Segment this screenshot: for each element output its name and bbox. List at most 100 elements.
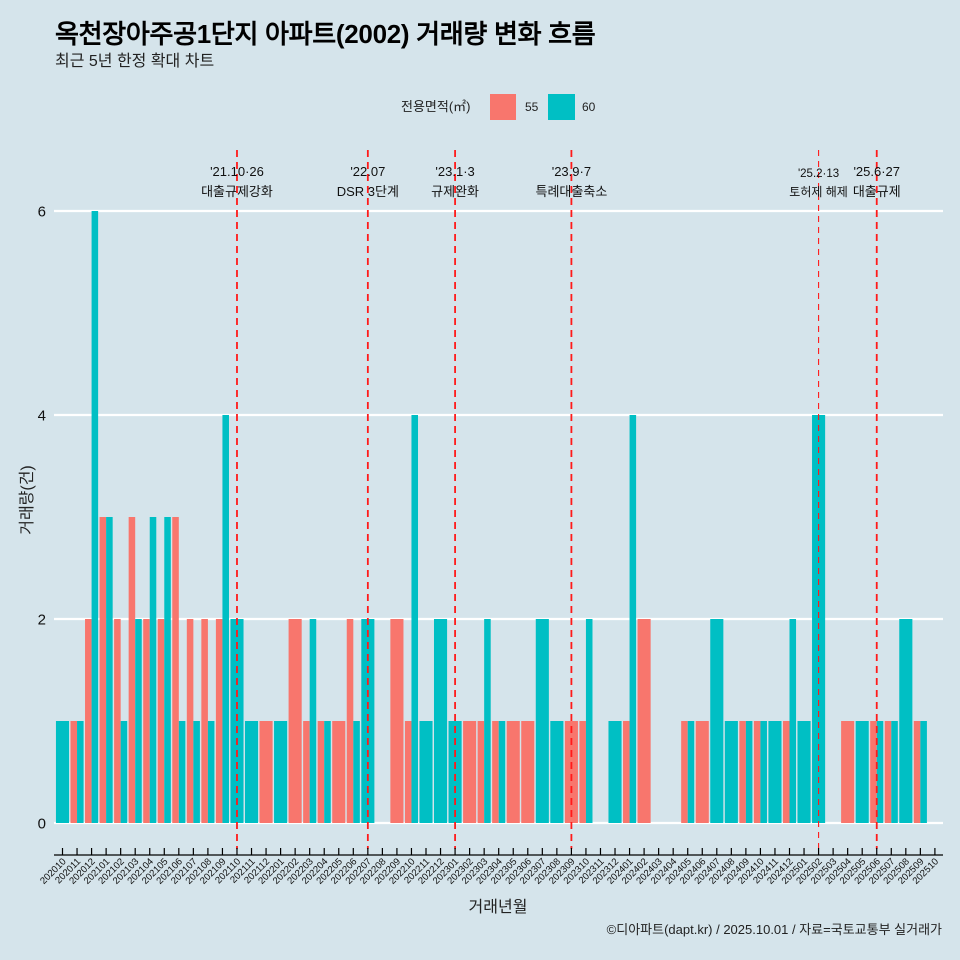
bar-55-202406 bbox=[695, 721, 709, 823]
bar-55-202112 bbox=[259, 721, 273, 823]
y-tick-label: 2 bbox=[38, 612, 46, 629]
bar-60-202502 bbox=[812, 415, 826, 823]
bar-60-202407 bbox=[710, 619, 724, 823]
legend-label-60: 60 bbox=[582, 100, 596, 114]
y-axis-title: 거래량(건) bbox=[19, 465, 36, 535]
legend-label-55: 55 bbox=[525, 100, 539, 114]
bar-55-202203 bbox=[303, 721, 310, 823]
bar-60-202102 bbox=[120, 721, 128, 823]
bar-55-202205 bbox=[332, 721, 346, 823]
bar-60-202506 bbox=[876, 721, 884, 823]
bar-60-202303 bbox=[484, 619, 491, 823]
bar-55-202012 bbox=[85, 619, 92, 823]
annotation-date: '25.6·27 bbox=[853, 164, 900, 179]
bar-60-202212 bbox=[433, 619, 448, 823]
bar-60-202411 bbox=[768, 721, 782, 823]
chart-title: 옥천장아주공1단지 아파트(2002) 거래량 변화 흐름 bbox=[55, 19, 596, 49]
bar-60-202507 bbox=[891, 721, 898, 823]
bar-55-202102 bbox=[114, 619, 121, 823]
bar-60-202410 bbox=[760, 721, 767, 823]
bar-55-202305 bbox=[506, 721, 520, 823]
x-axis-title: 거래년월 bbox=[468, 899, 528, 916]
bar-55-202210 bbox=[404, 721, 412, 823]
bar-55-202306 bbox=[521, 721, 535, 823]
bar-60-202206 bbox=[353, 721, 360, 823]
bar-60-202101 bbox=[106, 517, 113, 823]
bar-55-202405 bbox=[681, 721, 688, 823]
annotation-label: 대출규제강화 bbox=[201, 184, 273, 199]
bar-60-202012 bbox=[91, 211, 99, 823]
bar-60-202509 bbox=[920, 721, 927, 823]
bar-55-202509 bbox=[913, 721, 921, 823]
bar-60-202109 bbox=[222, 415, 229, 823]
bar-60-202201 bbox=[274, 721, 288, 823]
bar-55-202401 bbox=[623, 721, 630, 823]
bar-60-202103 bbox=[135, 619, 142, 823]
bar-55-202103 bbox=[128, 517, 136, 823]
bar-55-202011 bbox=[70, 721, 78, 823]
bar-55-202106 bbox=[172, 517, 179, 823]
annotation-date: '22.07 bbox=[350, 164, 385, 179]
annotation-label: 대출규제 bbox=[853, 184, 901, 199]
bar-60-202412 bbox=[789, 619, 797, 823]
legend-key-60 bbox=[548, 94, 575, 120]
bar-60-202308 bbox=[550, 721, 564, 823]
bar-60-202104 bbox=[149, 517, 157, 823]
bar-55-202412 bbox=[782, 721, 790, 823]
bars bbox=[55, 211, 927, 823]
bar-60-202405 bbox=[687, 721, 695, 823]
bar-55-202304 bbox=[492, 721, 499, 823]
annotation-label: DSR 3단계 bbox=[337, 184, 399, 199]
annotation-label: 규제완화 bbox=[431, 184, 479, 199]
annotation-date: '23.1·3 bbox=[435, 164, 474, 179]
bar-55-202105 bbox=[157, 619, 165, 823]
y-tick-label: 4 bbox=[38, 408, 46, 425]
bar-60-202508 bbox=[899, 619, 913, 823]
y-tick-label: 6 bbox=[38, 204, 46, 221]
chart-subtitle: 최근 5년 한정 확대 차트 bbox=[55, 53, 215, 70]
bar-55-202202 bbox=[288, 619, 302, 823]
annotation-date: '23.9·7 bbox=[552, 164, 591, 179]
bar-60-202312 bbox=[608, 721, 622, 823]
bar-55-202302 bbox=[463, 721, 477, 823]
bar-55-202101 bbox=[99, 517, 107, 823]
bar-60-202011 bbox=[77, 721, 84, 823]
annotations: '21.10·26 대출규제강화 '22.07 DSR 3단계 '23.1·3 규제완화 '… bbox=[201, 150, 901, 849]
source-caption: ©디아파트(dapt.kr) / 2025.10.01 / 자료=국토교통부 실… bbox=[606, 922, 942, 937]
bar-55-202104 bbox=[143, 619, 150, 823]
bar-55-202206 bbox=[346, 619, 354, 823]
bar-60-202501 bbox=[797, 721, 811, 823]
bar-60-202401 bbox=[629, 415, 637, 823]
bar-60-202106 bbox=[178, 721, 186, 823]
bar-60-202111 bbox=[244, 721, 259, 823]
bar-55-202204 bbox=[317, 721, 325, 823]
bar-55-202107 bbox=[186, 619, 194, 823]
bar-60-202409 bbox=[745, 721, 753, 823]
bar-60-202203 bbox=[309, 619, 317, 823]
bar-55-202303 bbox=[477, 721, 485, 823]
bar-60-202210 bbox=[411, 415, 419, 823]
bar-60-202301 bbox=[448, 721, 462, 823]
bar-60-202211 bbox=[419, 721, 433, 823]
bar-60-202307 bbox=[535, 619, 549, 823]
bar-55-202402 bbox=[637, 619, 651, 823]
bar-60-202010 bbox=[55, 721, 70, 823]
bar-60-202204 bbox=[324, 721, 331, 823]
bar-60-202107 bbox=[193, 721, 200, 823]
annotation-date: '21.10·26 bbox=[210, 164, 264, 179]
bar-55-202507 bbox=[884, 721, 892, 823]
bar-60-202408 bbox=[724, 721, 738, 823]
annotation-date: '25.2·13 bbox=[798, 168, 839, 180]
bar-55-202504 bbox=[841, 721, 855, 823]
legend-title: 전용면적(㎡) bbox=[401, 99, 471, 114]
bar-60-202310 bbox=[585, 619, 593, 823]
bar-55-202109 bbox=[215, 619, 223, 823]
bar-55-202410 bbox=[753, 721, 761, 823]
bar-55-202409 bbox=[739, 721, 746, 823]
bar-60-202505 bbox=[855, 721, 869, 823]
annotation-label: 토허제 해제 bbox=[789, 185, 848, 199]
annotation-label: 특례대출축소 bbox=[536, 184, 608, 199]
bar-55-202506 bbox=[870, 721, 877, 823]
